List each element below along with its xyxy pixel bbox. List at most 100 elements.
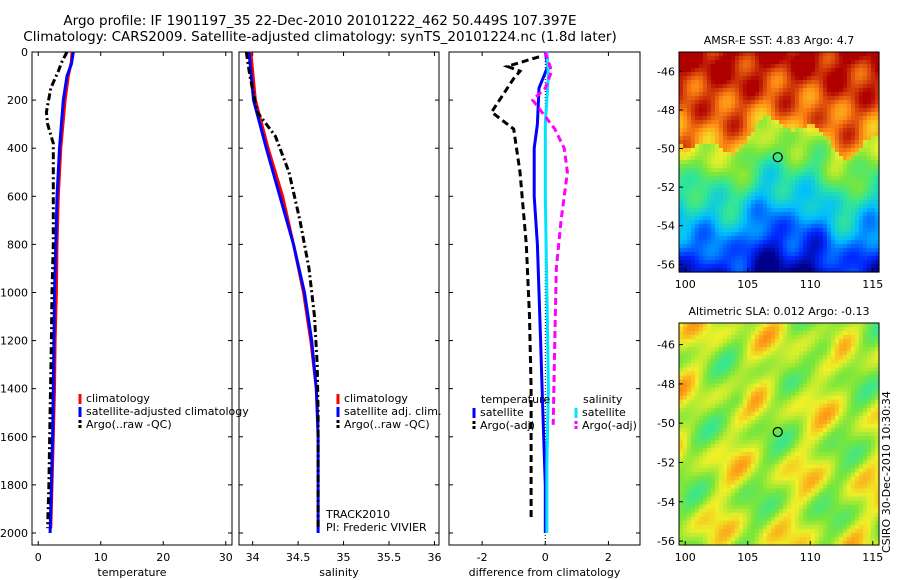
sla-heatmap-cell — [699, 488, 704, 494]
sla-heatmap-cell — [855, 480, 860, 486]
sla-heatmap-cell — [743, 391, 748, 397]
sla-heatmap-cell — [771, 355, 776, 360]
sst-heatmap-cell — [831, 204, 836, 209]
sla-heatmap-cell — [803, 468, 808, 473]
sst-heatmap-cell — [835, 68, 840, 73]
sst-heatmap-cell — [731, 268, 736, 273]
sla-heatmap-cell — [731, 480, 736, 486]
temp-ytick-label: 200 — [7, 94, 28, 107]
sst-heatmap-cell — [847, 124, 852, 129]
sst-heatmap-cell — [699, 188, 704, 193]
sla-heatmap-cell — [851, 484, 856, 490]
sla-heatmap-cell — [847, 371, 852, 377]
sst-heatmap-cell — [851, 96, 856, 101]
sst-heatmap-cell — [735, 100, 740, 105]
sst-heatmap-cell — [847, 228, 852, 233]
sla-heatmap-cell — [811, 415, 816, 421]
sst-heatmap-cell — [755, 64, 760, 69]
sla-heatmap-cell — [679, 427, 684, 433]
sla-heatmap-cell — [839, 399, 844, 405]
sst-heatmap-cell — [867, 68, 872, 73]
sla-heatmap-cell — [851, 355, 856, 360]
sla-heatmap-cell — [803, 403, 808, 409]
sla-heatmap-cell — [863, 440, 868, 445]
sla-heatmap-cell — [823, 331, 828, 336]
sla-heatmap-cell — [747, 323, 752, 328]
sst-heatmap-cell — [763, 172, 768, 177]
sst-heatmap-cell — [691, 184, 696, 189]
sst-heatmap-cell — [855, 164, 860, 169]
sst-heatmap-cell — [799, 264, 804, 269]
sla-heatmap-cell — [811, 351, 816, 356]
sla-heatmap-cell — [847, 359, 852, 364]
sla-heatmap-cell — [847, 383, 852, 389]
sst-heatmap-cell — [743, 220, 748, 225]
sst-heatmap-cell — [759, 156, 764, 161]
sla-heatmap-cell — [795, 367, 800, 373]
sst-heatmap-cell — [839, 64, 844, 69]
sla-heatmap-cell — [719, 383, 724, 389]
sla-heatmap-cell — [863, 472, 868, 477]
sla-heatmap-cell — [763, 383, 768, 389]
sla-heatmap-cell — [843, 415, 848, 421]
sla-heatmap-cell — [771, 407, 776, 413]
sst-heatmap-cell — [707, 164, 712, 169]
sla-heatmap-cell — [771, 480, 776, 486]
sla-heatmap-cell — [799, 464, 804, 469]
sla-heatmap-cell — [707, 387, 712, 393]
sst-heatmap-cell — [867, 120, 872, 125]
sst-heatmap-cell — [803, 164, 808, 169]
sst-heatmap-cell — [707, 208, 712, 213]
sla-heatmap-cell — [807, 476, 812, 482]
sla-heatmap-cell — [683, 456, 688, 461]
sst-heatmap-cell — [751, 256, 756, 261]
sst-heatmap-cell — [795, 244, 800, 249]
sla-heatmap-cell — [835, 339, 840, 344]
sst-heatmap-cell — [679, 104, 684, 109]
sla-heatmap-cell — [775, 464, 780, 469]
sst-heatmap-cell — [775, 68, 780, 73]
sst-heatmap-cell — [851, 60, 856, 65]
sst-heatmap-cell — [803, 68, 808, 73]
sla-heatmap-cell — [723, 327, 728, 332]
sst-heatmap-cell — [779, 168, 784, 173]
sla-heatmap-cell — [707, 335, 712, 340]
sla-heatmap-cell — [719, 391, 724, 397]
sst-heatmap-cell — [859, 160, 864, 165]
sla-heatmap-cell — [867, 383, 872, 389]
sla-heatmap-cell — [703, 395, 708, 401]
sla-heatmap-cell — [851, 327, 856, 332]
sst-heatmap-cell — [747, 180, 752, 185]
sst-heatmap-cell — [759, 188, 764, 193]
sst-heatmap-cell — [867, 128, 872, 133]
sst-heatmap-cell — [679, 172, 684, 177]
sla-heatmap-cell — [823, 371, 828, 377]
sst-heatmap-cell — [811, 132, 816, 137]
sst-heatmap-cell — [807, 184, 812, 189]
sst-heatmap-cell — [731, 136, 736, 141]
sla-heatmap-cell — [807, 351, 812, 356]
sla-heatmap-cell — [703, 407, 708, 413]
sst-heatmap-cell — [811, 52, 816, 57]
sst-heatmap-cell — [767, 56, 772, 61]
sst-heatmap-cell — [787, 108, 792, 113]
sst-heatmap-cell — [739, 196, 744, 201]
sla-heatmap-cell — [871, 436, 876, 441]
sst-heatmap-cell — [847, 236, 852, 241]
sla-heatmap-cell — [735, 476, 740, 482]
sst-heatmap-cell — [787, 252, 792, 257]
sla-heatmap-cell — [835, 431, 840, 437]
sla-heatmap-cell — [859, 355, 864, 360]
sst-heatmap-cell — [823, 52, 828, 57]
sst-heatmap-cell — [819, 184, 824, 189]
sla-heatmap-cell — [847, 355, 852, 360]
sla-heatmap-cell — [807, 327, 812, 332]
sla-heatmap-cell — [779, 335, 784, 340]
sla-heatmap-cell — [827, 415, 832, 421]
sst-heatmap-cell — [807, 236, 812, 241]
sst-heatmap-cell — [831, 176, 836, 181]
sla-heatmap-cell — [727, 456, 732, 461]
sst-heatmap-cell — [679, 260, 684, 265]
sst-heatmap-cell — [803, 124, 808, 129]
sst-heatmap-cell — [727, 256, 732, 261]
